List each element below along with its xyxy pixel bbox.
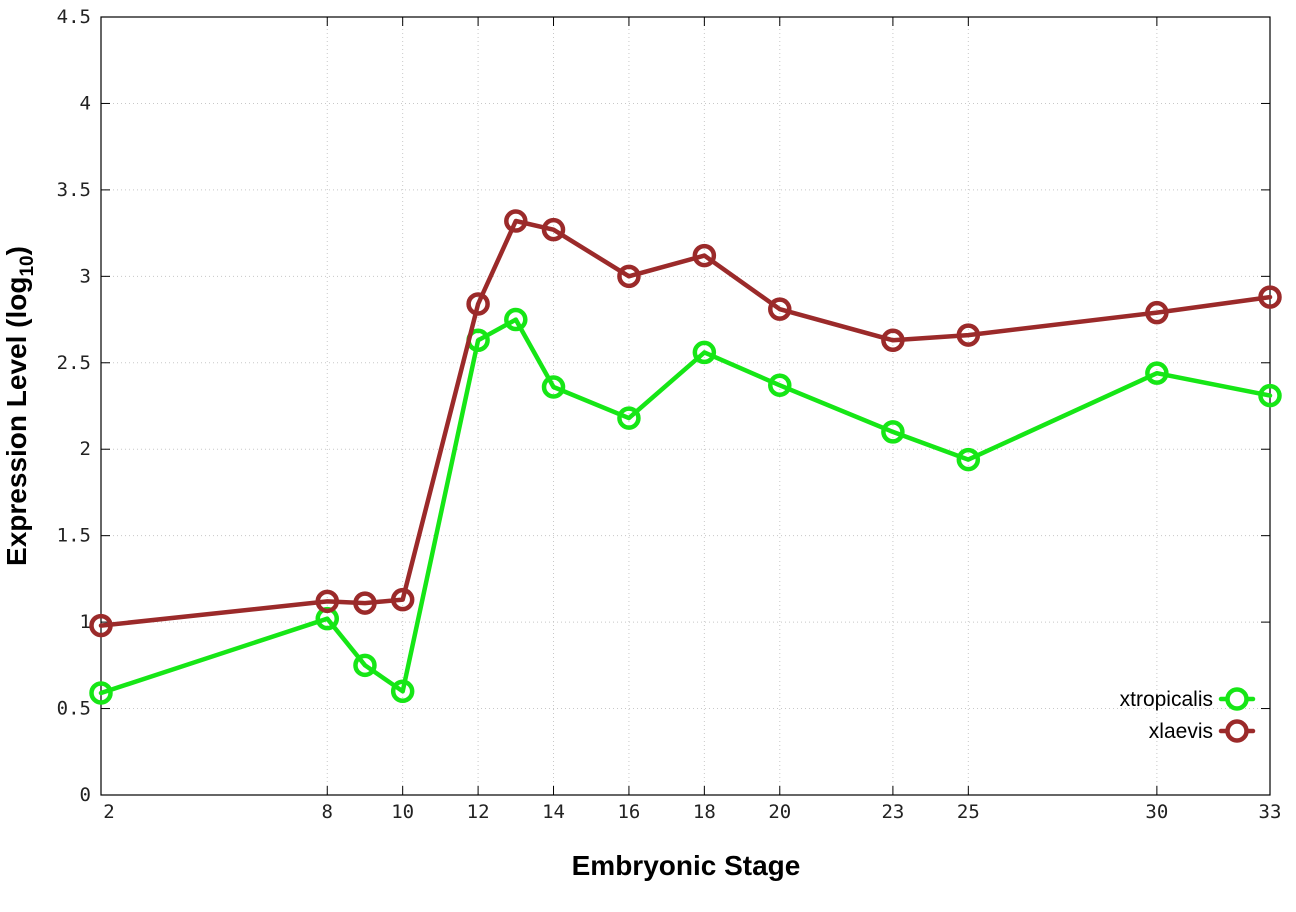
data-point-xtropicalis [692, 340, 717, 365]
y-tick-label: 2 [80, 438, 91, 460]
data-point-xtropicalis [1258, 383, 1282, 408]
legend-label-xtropicalis: xtropicalis [1120, 688, 1213, 711]
x-tick-label: 20 [768, 801, 791, 823]
x-tick-label: 8 [322, 801, 333, 823]
data-point-xtropicalis [956, 447, 981, 472]
legend-marker-xlaevis [1225, 719, 1249, 743]
x-tick-label: 16 [617, 801, 640, 823]
legend-marker-xtropicalis [1225, 687, 1249, 711]
data-point-xtropicalis [541, 375, 566, 399]
y-axis-title-main: Expression Level (log [1, 277, 32, 566]
y-tick-label: 1.5 [57, 525, 91, 547]
data-point-xlaevis [89, 613, 113, 638]
x-tick-label: 10 [391, 801, 414, 823]
data-point-xlaevis [315, 589, 340, 614]
x-tick-label: 2 [103, 801, 114, 823]
legend-label-xlaevis: xlaevis [1149, 720, 1213, 743]
x-tick-label: 30 [1145, 801, 1168, 823]
y-tick-label: 0 [80, 784, 91, 806]
data-point-xlaevis [353, 591, 377, 615]
x-tick-label: 33 [1259, 801, 1282, 823]
data-point-xtropicalis [353, 653, 377, 678]
data-point-xlaevis [504, 209, 528, 233]
x-tick-label: 14 [542, 801, 565, 823]
y-axis-title-subscript: 10 [17, 255, 38, 276]
data-point-xlaevis [881, 328, 905, 353]
y-axis-title: Expression Level (log10) [1, 246, 38, 566]
y-tick-label: 2.5 [57, 352, 91, 374]
y-tick-label: 4.5 [57, 6, 91, 28]
y-tick-label: 0.5 [57, 698, 91, 720]
data-point-xtropicalis [768, 373, 792, 398]
data-series [89, 209, 1282, 705]
data-point-xlaevis [617, 264, 641, 289]
data-point-xtropicalis [89, 681, 113, 705]
data-point-xlaevis [956, 323, 981, 347]
x-tick-label: 12 [467, 801, 490, 823]
data-point-xlaevis [768, 297, 792, 321]
legend: xtropicalis xlaevis [1120, 687, 1256, 743]
y-tick-label: 4 [80, 92, 91, 114]
data-point-xtropicalis [390, 679, 415, 704]
data-point-xtropicalis [881, 420, 905, 444]
y-tick-label: 1 [80, 611, 91, 633]
data-point-xlaevis [541, 217, 566, 242]
data-point-xtropicalis [617, 406, 641, 430]
x-tick-label: 25 [957, 801, 980, 823]
data-point-xlaevis [390, 587, 415, 612]
x-tick-label: 23 [881, 801, 904, 823]
y-tick-label: 3 [80, 265, 91, 287]
x-axis-title: Embryonic Stage [572, 850, 801, 881]
series-line-xlaevis [98, 218, 1273, 628]
data-point-xlaevis [1145, 300, 1169, 325]
y-axis-title-close: ) [1, 246, 32, 255]
x-tick-label: 18 [693, 801, 716, 823]
data-point-xtropicalis [1145, 361, 1169, 385]
grid-lines [101, 17, 1270, 795]
y-tick-label: 3.5 [57, 179, 91, 201]
data-point-xlaevis [1258, 285, 1282, 309]
data-point-xtropicalis [504, 307, 528, 332]
data-point-xlaevis [466, 292, 490, 316]
data-point-xlaevis [692, 243, 717, 268]
